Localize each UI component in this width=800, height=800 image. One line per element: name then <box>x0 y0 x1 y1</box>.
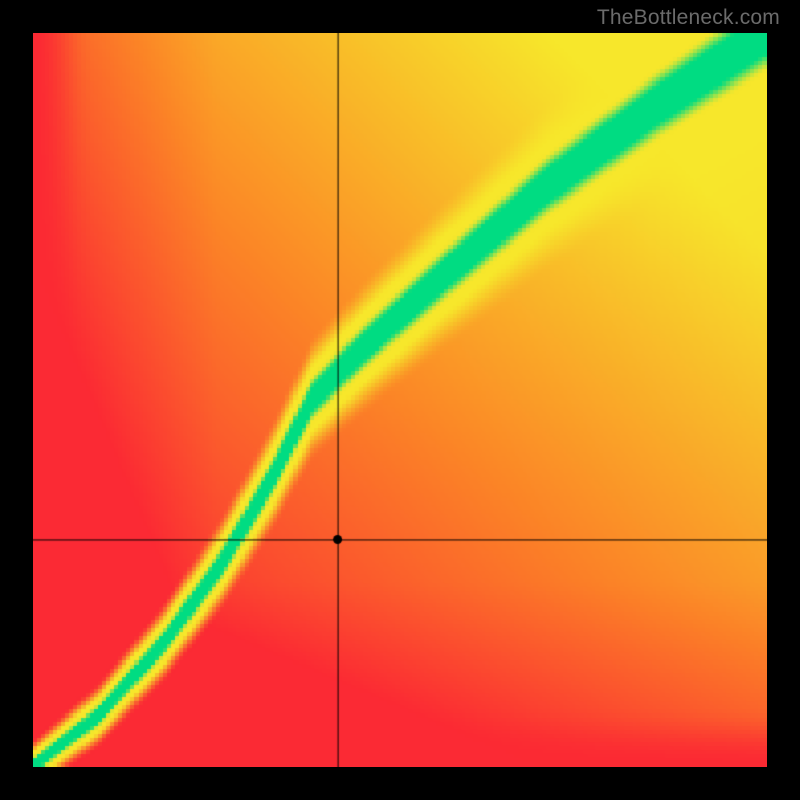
bottleneck-heatmap <box>33 33 767 767</box>
watermark: TheBottleneck.com <box>597 6 780 30</box>
